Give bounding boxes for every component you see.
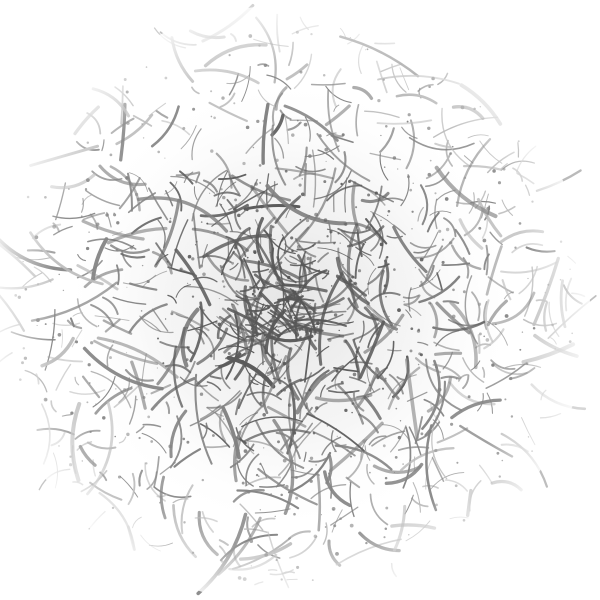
edge-fade <box>0 5 590 600</box>
